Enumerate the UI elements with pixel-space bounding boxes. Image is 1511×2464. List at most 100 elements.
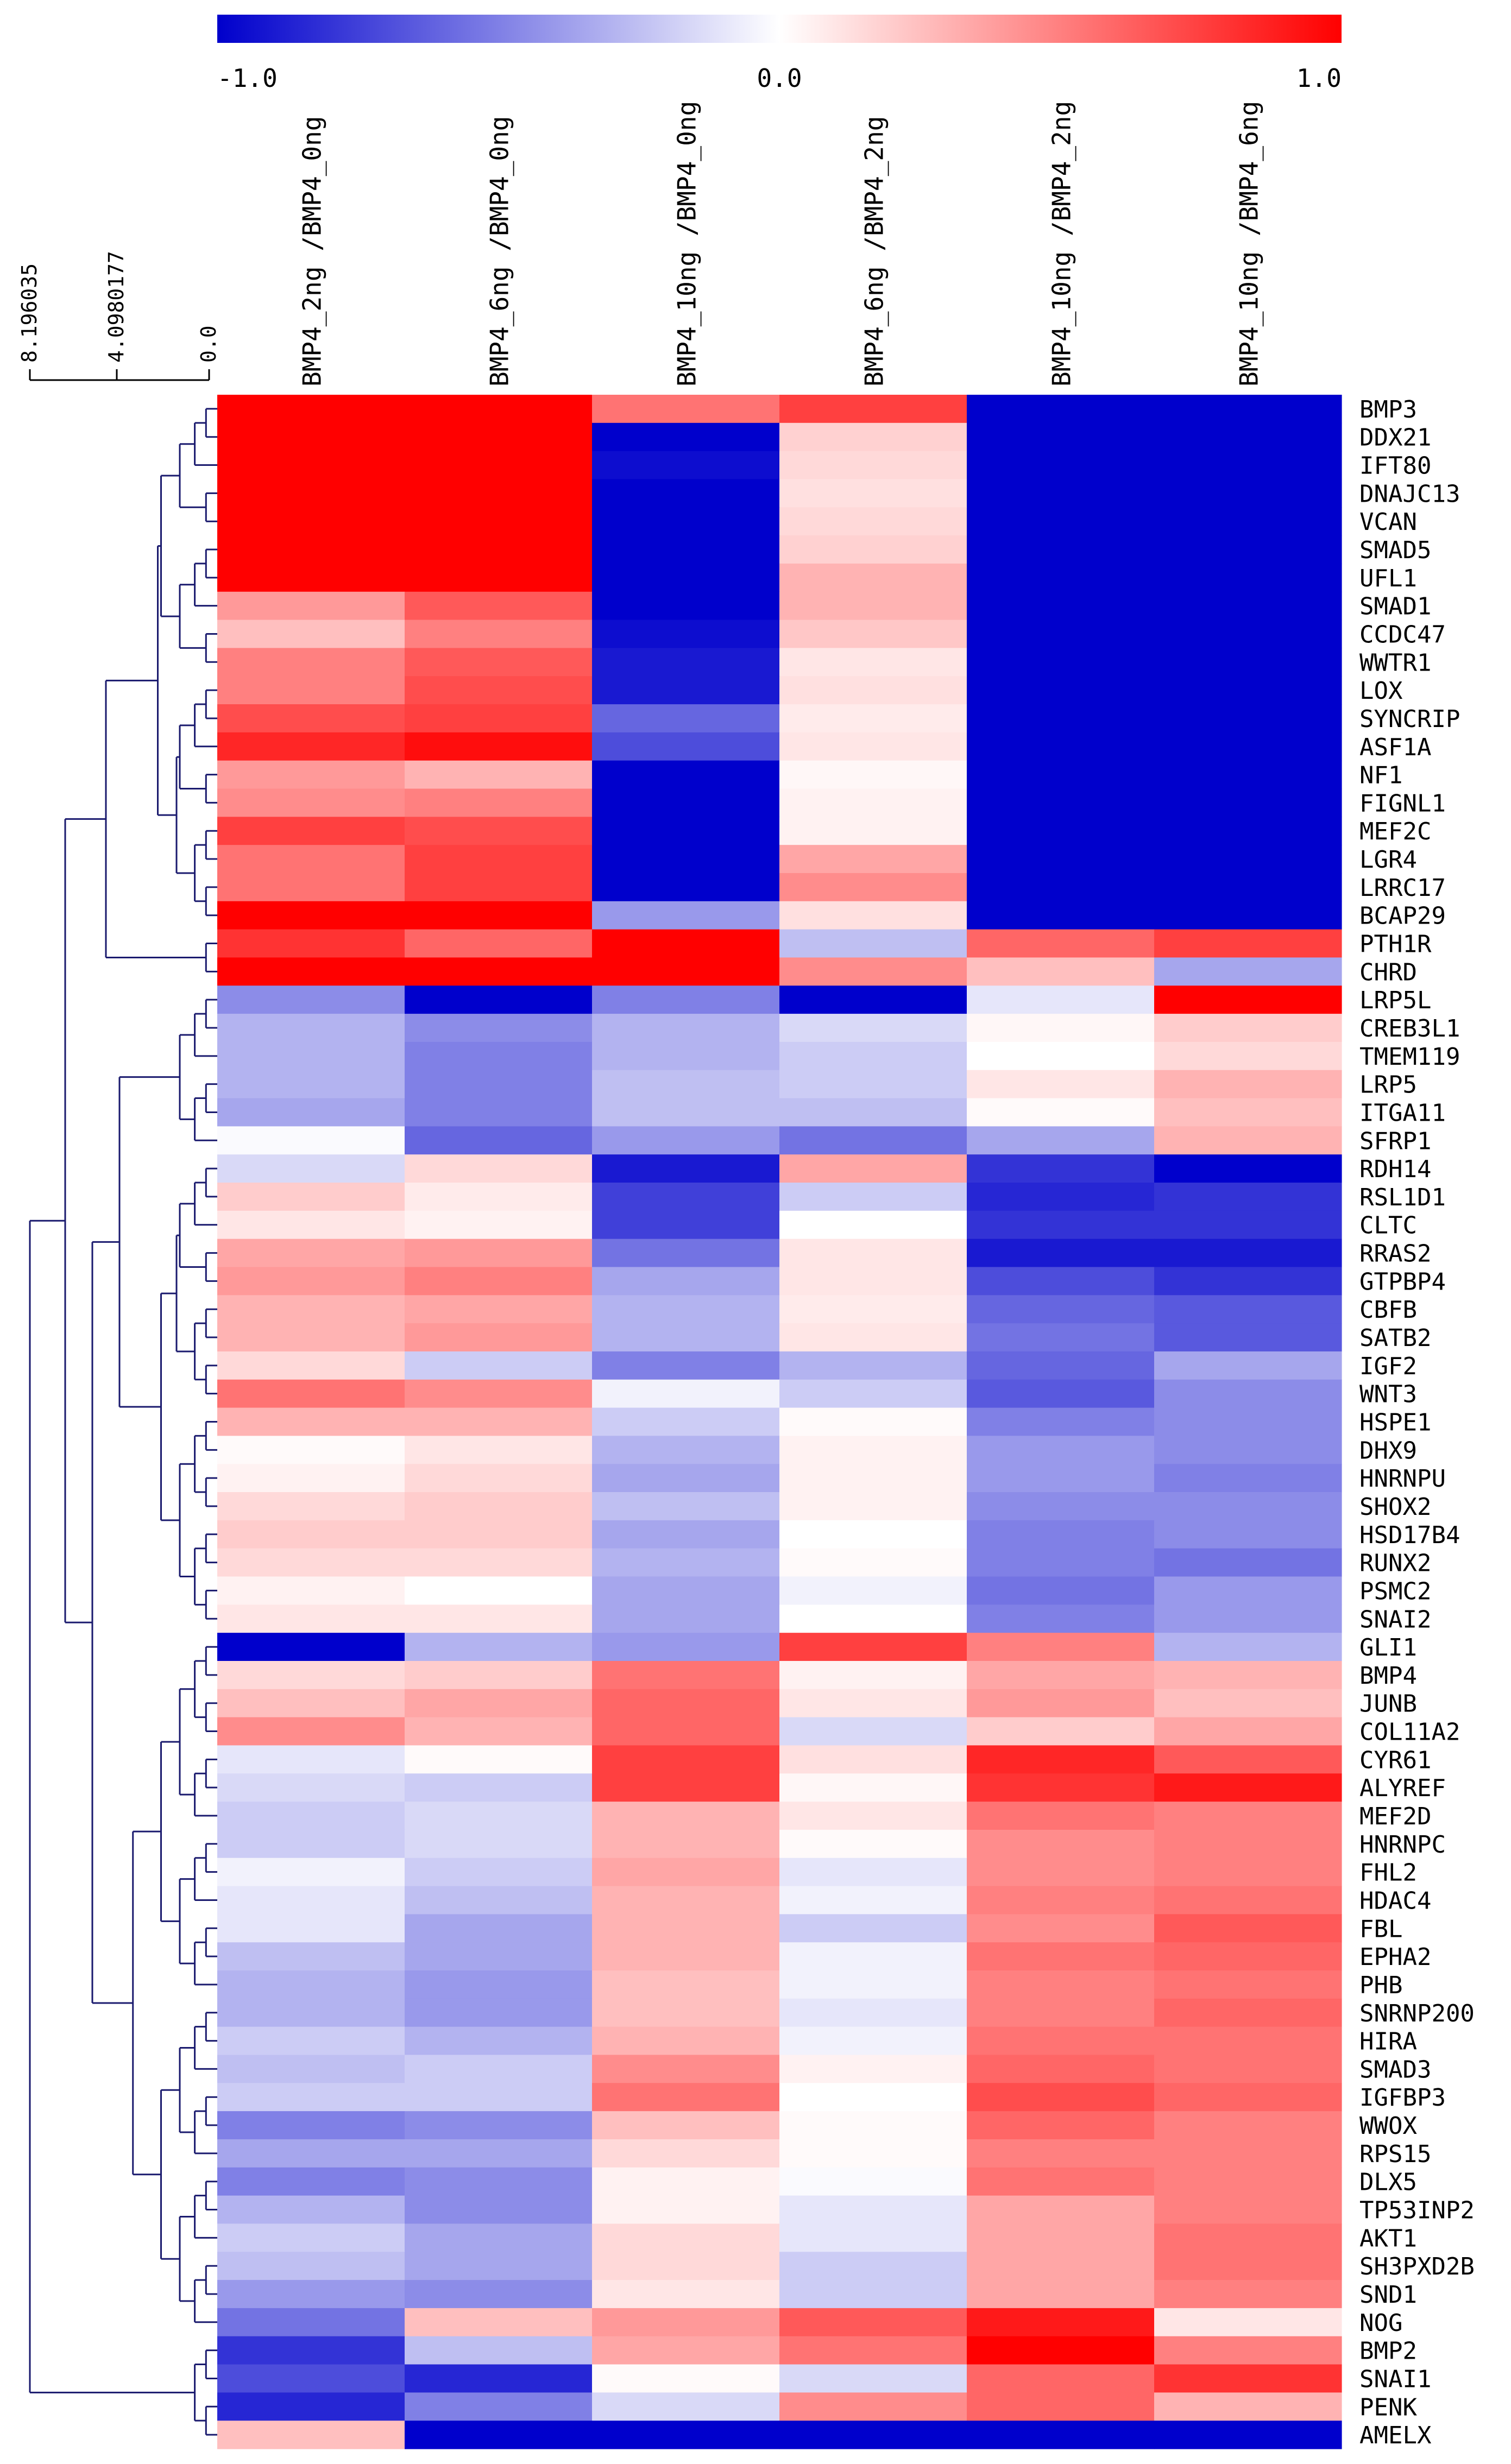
heatmap-cell	[405, 845, 593, 874]
heatmap-cell	[217, 2195, 405, 2225]
heatmap-cell	[967, 2026, 1155, 2056]
heatmap-cell	[592, 1773, 780, 1802]
heatmap-cell	[779, 1660, 967, 1690]
row-label: CREB3L1	[1359, 1015, 1460, 1043]
heatmap-cell	[967, 648, 1155, 677]
heatmap-cell	[1154, 2195, 1342, 2225]
row-label: WWTR1	[1359, 649, 1431, 677]
heatmap-cell	[1154, 760, 1342, 789]
heatmap-cell	[967, 1998, 1155, 2027]
heatmap-cell	[1154, 1633, 1342, 1661]
row-label: DDX21	[1359, 424, 1431, 452]
heatmap-cell	[405, 1633, 593, 1661]
heatmap-cell	[967, 2167, 1155, 2196]
heatmap-cell	[405, 1829, 593, 1859]
heatmap-cell	[405, 395, 593, 424]
heatmap-cell	[405, 1154, 593, 1183]
heatmap-cell	[592, 1633, 780, 1661]
heatmap-cell	[967, 1914, 1155, 1943]
heatmap-cell	[779, 1070, 967, 1099]
heatmap-cell	[592, 1576, 780, 1605]
heatmap-cell	[592, 1660, 780, 1690]
heatmap-cell	[967, 1773, 1155, 1802]
heatmap-cell	[405, 1014, 593, 1043]
heatmap-cell	[779, 1183, 967, 1211]
heatmap-cell	[1154, 1914, 1342, 1943]
heatmap-cell	[779, 2421, 967, 2449]
heatmap-cell	[779, 732, 967, 761]
heatmap-cell	[405, 2392, 593, 2421]
heatmap-cell	[967, 1126, 1155, 1155]
heatmap-cell	[592, 620, 780, 648]
heatmap-cell	[1154, 2167, 1342, 2196]
heatmap-cell	[217, 535, 405, 564]
heatmap-cell	[967, 817, 1155, 845]
heatmap-cell	[592, 1745, 780, 1774]
heatmap-cell	[405, 563, 593, 592]
row-label: RRAS2	[1359, 1240, 1431, 1268]
heatmap-cell	[779, 479, 967, 508]
heatmap-cell	[1154, 1436, 1342, 1464]
heatmap-cell	[967, 1745, 1155, 1774]
heatmap-cell	[967, 1014, 1155, 1043]
heatmap-cell	[779, 788, 967, 817]
heatmap-cell	[592, 2083, 780, 2112]
column-labels: BMP4_2ng /BMP4_0ng BMP4_6ng /BMP4_0ng BMP4…	[298, 101, 1264, 387]
row-label: MEF2C	[1359, 818, 1431, 845]
heatmap-cell	[592, 2421, 780, 2449]
heatmap-cell	[217, 1858, 405, 1887]
heatmap-cell	[217, 901, 405, 930]
heatmap-cell	[405, 1098, 593, 1127]
heatmap-cell	[217, 2111, 405, 2140]
heatmap-cell	[1154, 2280, 1342, 2309]
heatmap-cell	[779, 1407, 967, 1437]
heatmap-cell	[592, 422, 780, 452]
row-label: NF1	[1359, 762, 1402, 789]
row-label: SMAD1	[1359, 593, 1431, 621]
row-label: BMP2	[1359, 2337, 1417, 2365]
heatmap-cell	[779, 395, 967, 424]
heatmap-cell	[405, 2364, 593, 2393]
heatmap-cell	[1154, 957, 1342, 986]
row-label: BCAP29	[1359, 902, 1446, 930]
heatmap-cell	[217, 2364, 405, 2393]
heatmap-cell	[779, 985, 967, 1014]
row-label: DLX5	[1359, 2169, 1417, 2196]
heatmap-cell	[967, 395, 1155, 424]
dendrogram-axis-label: 4.0980177	[104, 251, 128, 363]
heatmap-cell	[1154, 1323, 1342, 1352]
row-label: DNAJC13	[1359, 480, 1460, 508]
heatmap-cell	[779, 2083, 967, 2112]
heatmap-cell	[217, 1576, 405, 1605]
heatmap-cell	[967, 2308, 1155, 2337]
heatmap-cell	[967, 985, 1155, 1014]
heatmap-cell	[1154, 1464, 1342, 1493]
heatmap-cell	[217, 873, 405, 902]
heatmap-cell	[217, 1492, 405, 1521]
column-label: BMP4_6ng /BMP4_0ng	[485, 116, 514, 387]
heatmap-cell	[967, 535, 1155, 564]
row-label: LRP5L	[1359, 987, 1431, 1014]
heatmap-cell	[1154, 1351, 1342, 1380]
row-label: CCDC47	[1359, 621, 1446, 649]
heatmap-cell	[779, 1998, 967, 2027]
heatmap-cell	[967, 1633, 1155, 1661]
heatmap-cell	[967, 1379, 1155, 1408]
heatmap-cell	[1154, 2308, 1342, 2337]
heatmap-cell	[405, 1970, 593, 1999]
row-label: BMP3	[1359, 396, 1417, 424]
heatmap-cell	[592, 2336, 780, 2365]
heatmap-cell	[217, 704, 405, 733]
heatmap-cell	[592, 2139, 780, 2168]
heatmap-cell	[405, 788, 593, 817]
heatmap-cell	[1154, 1379, 1342, 1408]
heatmap-cell	[217, 1070, 405, 1099]
heatmap-cell	[967, 507, 1155, 536]
row-label: MEF2D	[1359, 1803, 1431, 1830]
row-label: SND1	[1359, 2281, 1417, 2309]
heatmap-cell	[1154, 1407, 1342, 1437]
heatmap-cell	[217, 1717, 405, 1746]
heatmap-cell	[967, 1323, 1155, 1352]
heatmap-cell	[592, 760, 780, 789]
heatmap-cell	[1154, 2223, 1342, 2252]
